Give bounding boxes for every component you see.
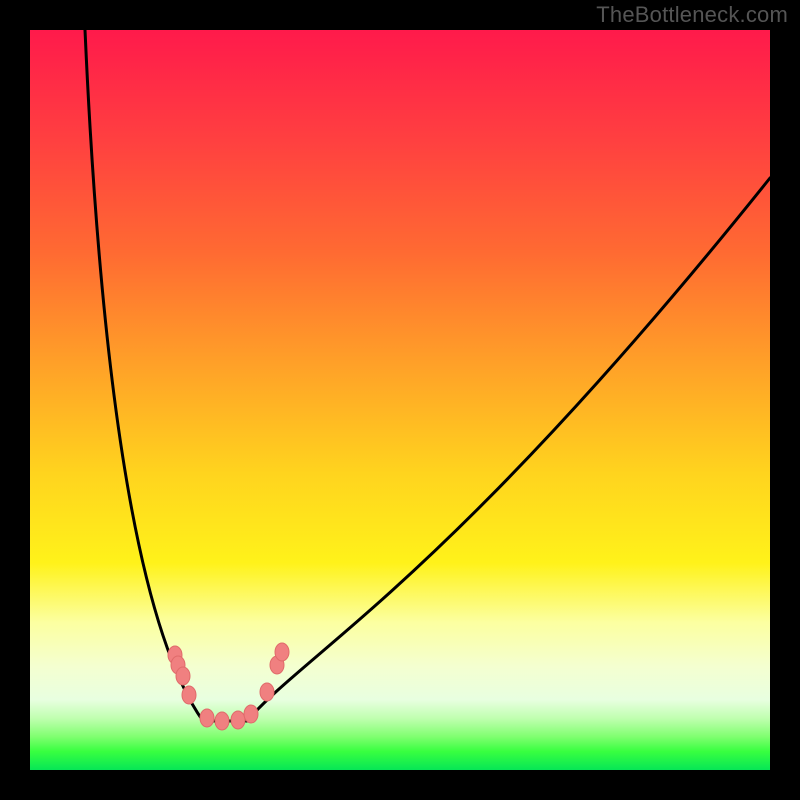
marker-point [231,711,245,729]
marker-point [260,683,274,701]
marker-point [182,686,196,704]
chart-container: TheBottleneck.com [0,0,800,800]
marker-point [275,643,289,661]
marker-point [244,705,258,723]
marker-point [215,712,229,730]
watermark-text: TheBottleneck.com [596,2,788,28]
plot-bg [30,30,770,770]
chart-svg [0,0,800,800]
marker-point [200,709,214,727]
marker-point [176,667,190,685]
